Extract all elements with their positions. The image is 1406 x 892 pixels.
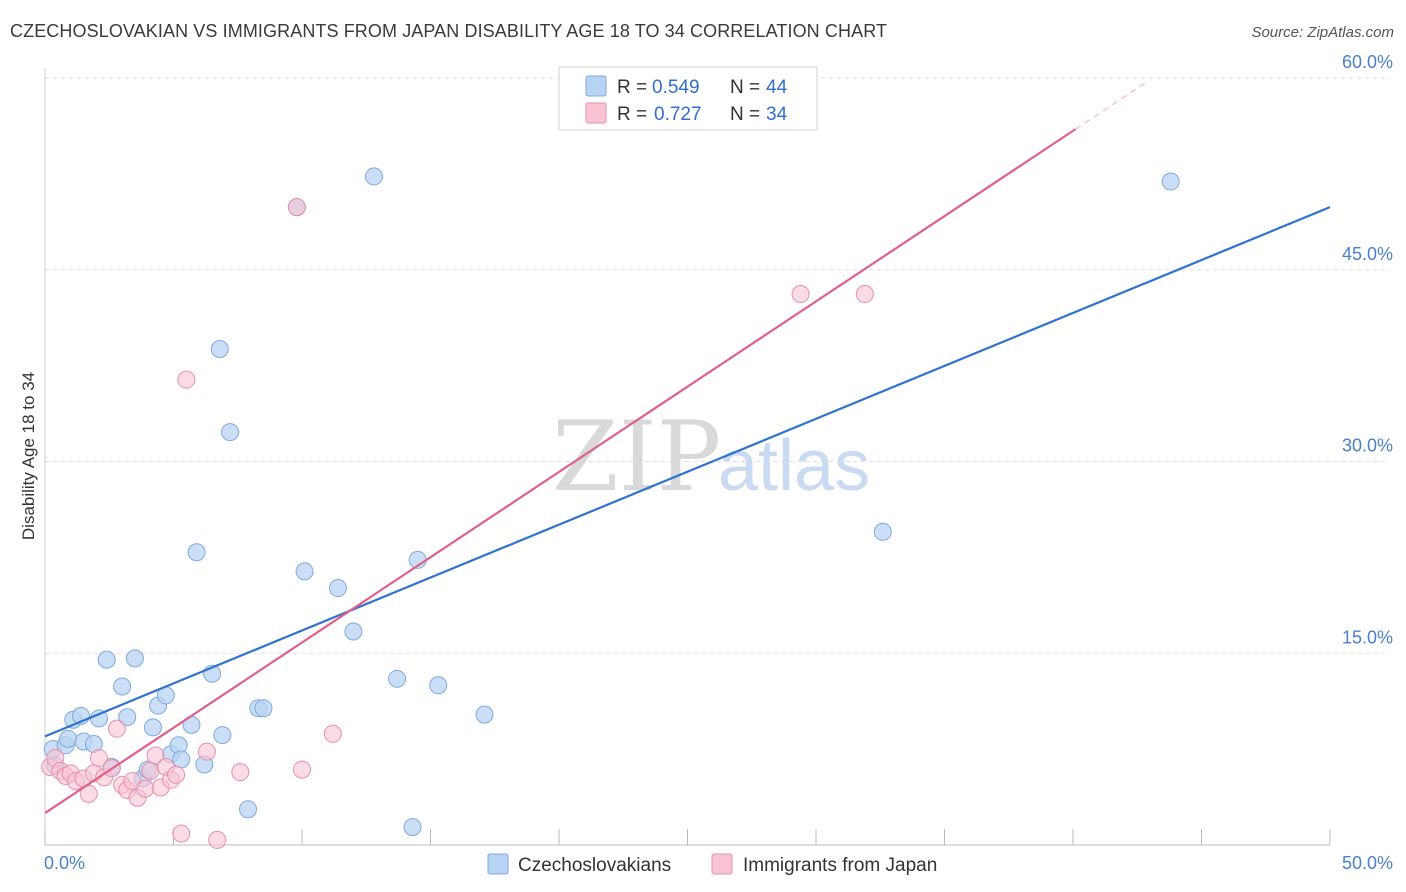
- x-tick-label-min: 0.0%: [44, 853, 85, 873]
- point-japan-25: [177, 370, 196, 389]
- legend-r-value-1: 0.549: [652, 77, 700, 98]
- legend-swatch-pink: [585, 102, 607, 124]
- series-legend-label-blue: Czechoslovakians: [518, 855, 671, 876]
- point-czechoslovakians-16: [143, 718, 162, 737]
- point-japan-27: [208, 830, 227, 849]
- point-japan-26: [197, 742, 216, 761]
- y-tick-label-3: 60.0%: [1342, 52, 1393, 72]
- point-japan-29: [287, 198, 306, 217]
- point-czechoslovakians-29: [239, 800, 258, 819]
- y-axis-title: Disability Age 18 to 34: [19, 372, 38, 540]
- watermark-zip: ZIP: [552, 401, 721, 513]
- point-czechoslovakians-43: [1161, 172, 1180, 191]
- legend-n-value-1: 44: [766, 77, 788, 98]
- stats-legend: R = 0.549 N = 44 R = 0.727 N = 34: [558, 66, 818, 131]
- series-legend-swatch-blue: [487, 853, 509, 875]
- point-czechoslovakians-3: [59, 729, 78, 748]
- watermark-atlas: atlas: [718, 426, 870, 506]
- point-czechoslovakians-37: [388, 669, 407, 688]
- y-tick-labels: 15.0% 30.0% 45.0% 60.0%: [1342, 52, 1393, 647]
- y-tick-label-2: 45.0%: [1342, 244, 1393, 264]
- source-label: Source: ZipAtlas.com: [1251, 24, 1394, 41]
- point-czechoslovakians-34: [328, 579, 347, 598]
- point-czechoslovakians-40: [429, 676, 448, 695]
- trend-line-japan-extension: [1075, 80, 1148, 130]
- point-czechoslovakians-13: [125, 649, 144, 668]
- point-japan-33: [855, 285, 874, 304]
- series-legend-label-pink: Immigrants from Japan: [743, 855, 937, 876]
- point-japan-30: [293, 760, 311, 779]
- legend-r-label-1: R =: [617, 77, 647, 98]
- point-czechoslovakians-35: [344, 622, 363, 641]
- watermark: ZIP atlas: [552, 401, 870, 513]
- point-czechoslovakians-36: [364, 167, 383, 186]
- point-japan-19: [146, 746, 165, 765]
- legend-n-label-2: N =: [730, 104, 760, 125]
- point-japan-28: [231, 763, 250, 782]
- legend-swatch-blue: [585, 75, 607, 97]
- x-tick-label-max: 50.0%: [1342, 853, 1393, 873]
- y-tick-label-0: 15.0%: [1342, 627, 1393, 647]
- point-japan-18: [141, 761, 160, 780]
- page-title: CZECHOSLOVAKIAN VS IMMIGRANTS FROM JAPAN…: [10, 21, 888, 41]
- point-czechoslovakians-11: [113, 677, 132, 696]
- point-czechoslovakians-42: [873, 522, 892, 541]
- point-czechoslovakians-38: [403, 818, 422, 837]
- point-japan-24: [172, 824, 191, 843]
- point-czechoslovakians-26: [210, 340, 229, 359]
- point-czechoslovakians-33: [295, 562, 314, 581]
- point-czechoslovakians-41: [475, 705, 494, 724]
- point-czechoslovakians-23: [187, 543, 206, 562]
- point-japan-9: [89, 749, 108, 768]
- point-japan-12: [107, 719, 126, 738]
- legend-n-label-1: N =: [730, 77, 760, 98]
- series-legend-swatch-pink: [711, 853, 733, 875]
- point-czechoslovakians-12: [118, 708, 137, 727]
- point-czechoslovakians-21: [172, 750, 191, 769]
- point-czechoslovakians-9: [97, 650, 116, 669]
- trend-line-czechoslovakians: [44, 206, 1331, 738]
- point-japan-23: [167, 765, 186, 784]
- point-czechoslovakians-28: [221, 423, 240, 442]
- trend-line-japan: [44, 128, 1077, 814]
- legend-n-value-2: 34: [766, 104, 788, 125]
- legend-r-value-2: 0.727: [654, 104, 702, 125]
- grid-lines: [45, 77, 1390, 654]
- axes: [44, 68, 1331, 846]
- x-tick-labels: 0.0% 50.0%: [44, 853, 1393, 873]
- point-japan-31: [323, 724, 342, 743]
- y-tick-label-1: 30.0%: [1342, 436, 1393, 456]
- legend-r-label-2: R =: [617, 104, 647, 125]
- trend-lines: [44, 80, 1331, 814]
- series-japan-points: [41, 198, 874, 849]
- series-legend: Czechoslovakians Immigrants from Japan: [487, 853, 937, 876]
- point-czechoslovakians-31: [254, 699, 273, 718]
- point-japan-32: [791, 285, 810, 304]
- point-japan-17: [136, 779, 155, 798]
- point-czechoslovakians-27: [213, 726, 232, 745]
